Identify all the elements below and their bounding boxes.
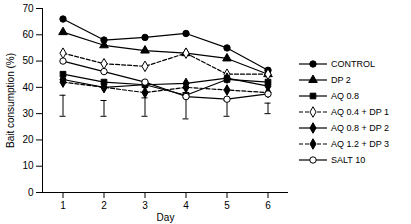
html-text:CONTROL: CONTROL [331,59,375,69]
html-text:AQ 0.4 + DP 1: AQ 0.4 + DP 1 [331,107,390,117]
svg-text:1: 1 [60,200,66,211]
html-text:AQ 1.2 + DP 3: AQ 1.2 + DP 3 [331,139,390,149]
svg-text:60: 60 [22,29,34,40]
svg-text:10: 10 [22,160,34,171]
svg-text:6: 6 [265,200,271,211]
html-text:AQ 0.8: AQ 0.8 [331,91,359,101]
svg-text:4: 4 [183,200,189,211]
svg-text:30: 30 [22,108,34,119]
html-text:DP 2: DP 2 [331,75,351,85]
svg-text:70: 70 [22,3,34,14]
svg-text:3: 3 [142,200,148,211]
svg-text:0: 0 [28,187,34,198]
svg-text:Bait consumption (%): Bait consumption (%) [5,53,16,148]
svg-text:Day: Day [157,212,175,223]
svg-text:2: 2 [101,200,107,211]
svg-text:50: 50 [22,55,34,66]
svg-text:20: 20 [22,134,34,145]
html-text:SALT 10: SALT 10 [331,155,366,165]
svg-text:5: 5 [224,200,230,211]
svg-text:40: 40 [22,82,34,93]
html-text:AQ 0.8 + DP 2: AQ 0.8 + DP 2 [331,123,390,133]
